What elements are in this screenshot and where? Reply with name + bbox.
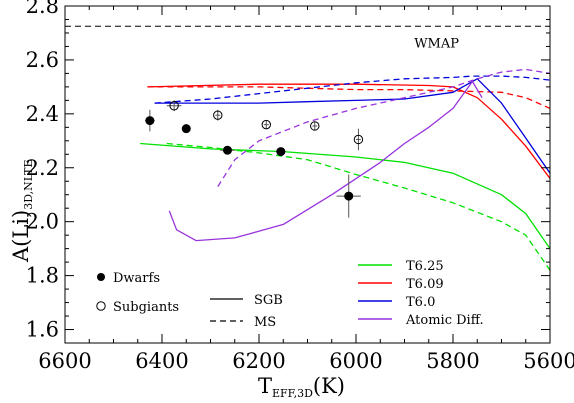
legend-ms-label: MS [254, 315, 276, 330]
subgiant-point [261, 119, 271, 130]
y-tick-label: 2.4 [26, 102, 59, 126]
star-points [145, 100, 364, 218]
tick-labels: 6600 6400 6200 6000 5800 5600 1.6 1.8 2.0 2.2 2.4 2… [26, 0, 574, 373]
subgiant-point [353, 134, 364, 145]
y-tick-label: 1.8 [26, 264, 59, 288]
x-tick-label: 5600 [523, 349, 574, 373]
x-tick-label: 6600 [38, 349, 91, 373]
series-t6-0-dashed [154, 75, 550, 104]
x-tick-label: 5800 [426, 349, 479, 373]
series-t6-25-dashed [166, 142, 550, 271]
dwarf-point [344, 191, 354, 201]
series-t6-09-solid [147, 83, 550, 179]
y-tick-label: 2.6 [26, 48, 59, 72]
dwarf-point [222, 145, 232, 155]
y-axis-title: A(Li)3D,NLTE [9, 159, 35, 263]
y-tick-label: 2.2 [26, 156, 59, 180]
x-axis-title: TEFF,3D(K) [258, 374, 345, 400]
legend-model-label: T6.25 [406, 259, 444, 274]
x-tick-label: 6400 [135, 349, 188, 373]
dwarf-point [276, 147, 286, 157]
plot-frame [64, 5, 551, 344]
series-t6-25-solid [140, 142, 550, 249]
legend-dwarfs-marker [97, 273, 105, 281]
legend-dwarfs-label: Dwarfs [113, 271, 160, 286]
legend: Dwarfs Subgiants SGB MS T6.25 T6.09 T6.0 Atomic… [96, 259, 484, 330]
model-curves [140, 68, 550, 271]
legend-subgiants-marker [96, 301, 106, 311]
legend-model-label: T6.09 [406, 277, 444, 292]
legend-subgiants-label: Subgiants [113, 300, 179, 315]
legend-sgb-label: SGB [254, 293, 283, 308]
subgiant-point [169, 101, 179, 111]
series-atomic-diff-dashed [217, 68, 550, 187]
y-tick-label: 2.0 [26, 210, 59, 234]
y-tick-label: 1.6 [26, 318, 59, 342]
y-tick-label: 2.8 [26, 0, 59, 18]
dwarf-point [181, 124, 191, 134]
x-tick-label: 6000 [329, 349, 382, 373]
series-atomic-diff-solid [168, 80, 483, 242]
dwarf-point [145, 116, 155, 126]
legend-model-label: T6.0 [406, 295, 435, 310]
annotation-layer: WMAP [65, 25, 550, 51]
x-tick-label: 6200 [232, 349, 285, 373]
subgiant-point [310, 121, 320, 131]
wmap-label: WMAP [414, 36, 459, 51]
series-t6-09-dashed [147, 86, 550, 109]
series-t6-0-solid [154, 78, 550, 174]
legend-model-label: Atomic Diff. [405, 313, 484, 328]
axis-ticks [64, 5, 551, 344]
subgiant-point [213, 110, 223, 120]
